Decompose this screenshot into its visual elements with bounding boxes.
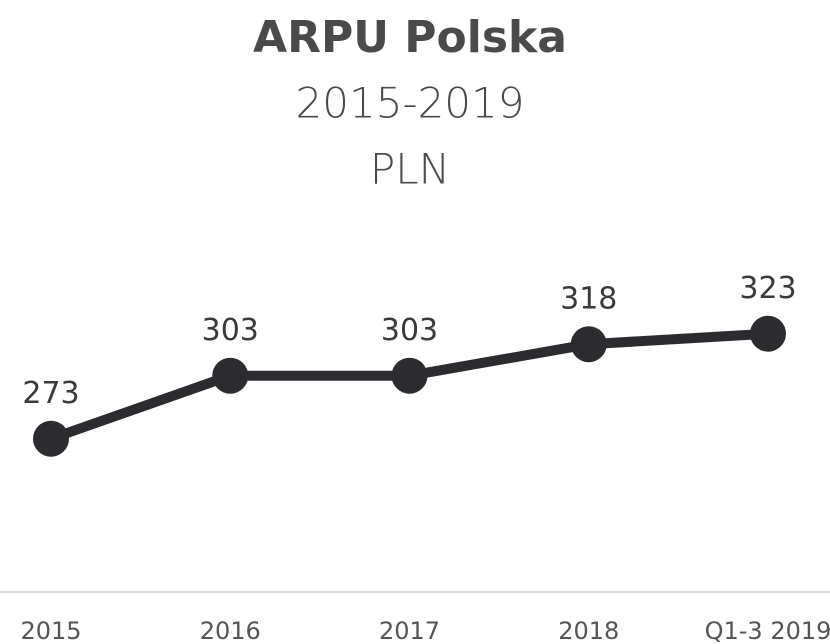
point [33, 420, 69, 457]
x-tick-label: 2018 [558, 617, 619, 644]
x-tick-label: 2017 [379, 617, 440, 644]
chart-title: ARPU Polska [253, 12, 567, 63]
x-tick-label: Q1-3 2019 [705, 617, 830, 644]
point [570, 326, 607, 363]
data-label: 323 [739, 271, 796, 306]
data-label: 303 [381, 313, 438, 348]
x-tick-label: 2015 [20, 617, 81, 644]
data-label: 273 [22, 376, 79, 411]
chart-unit: PLN [370, 145, 450, 194]
chart-subtitle: 2015-2019 [296, 79, 525, 128]
x-tick-label: 2016 [200, 617, 261, 644]
data-label: 318 [560, 282, 617, 317]
point [391, 357, 428, 394]
data-label: 303 [202, 313, 259, 348]
point [212, 357, 249, 394]
point [750, 315, 786, 352]
